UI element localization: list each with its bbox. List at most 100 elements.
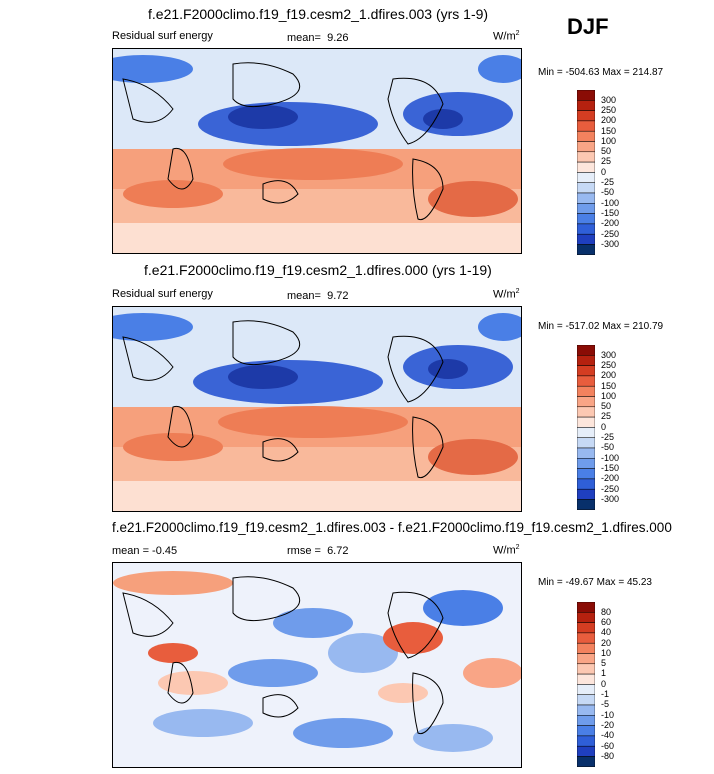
panel3-map-svg	[113, 563, 521, 767]
season-label: DJF	[567, 14, 609, 39]
p1-cb-seg-6	[577, 141, 595, 153]
p2-cb-seg-3	[577, 365, 595, 377]
panel1-colorbar: 300 250 200 150 100 50 25 0 -25 -50 -100…	[577, 90, 637, 255]
p3-cb-seg-5	[577, 642, 595, 654]
panel2-left-label: Residual surf energy	[112, 288, 213, 300]
panel1-units-text: W/m	[493, 30, 516, 43]
p1-cb-label: 25	[601, 156, 612, 166]
p2-cb-label: 150	[601, 381, 617, 391]
p3-cb-label: 10	[601, 648, 612, 658]
p3-cb-label: 0	[601, 679, 607, 689]
p3-cb-seg-12	[577, 715, 595, 726]
p3-patch-11	[413, 724, 493, 752]
p3-cb-label: -20	[601, 720, 615, 730]
panel2-minmax: Min = -517.02 Max = 210.79	[538, 321, 663, 332]
p2-cb-seg-12	[577, 458, 595, 469]
p3-cb-label: 1	[601, 668, 607, 678]
p1-cb-label: -200	[601, 218, 620, 228]
p1-cb-seg-3	[577, 110, 595, 122]
p2-cb-label: 100	[601, 391, 617, 401]
p3-cb-label: -10	[601, 710, 615, 720]
panel2-map-svg	[113, 307, 521, 511]
p1-cb-label: 250	[601, 105, 617, 115]
p3-coastlines	[122, 576, 444, 735]
p2-cb-seg-8	[577, 416, 595, 428]
p3-patch-3	[328, 633, 398, 673]
p2-cb-label: -100	[601, 453, 620, 463]
p1-cb-seg-2	[577, 100, 595, 111]
p3-cb-seg-6	[577, 653, 595, 665]
p3-patch-4	[228, 659, 318, 687]
panel1-max: Max = 214.87	[602, 67, 664, 78]
panel1-units: W/m2	[493, 30, 520, 43]
p3-cb-seg-13	[577, 725, 595, 737]
p3-patch-9	[153, 709, 253, 737]
p2-cb-label: 50	[601, 401, 612, 411]
panel1-stat-value: 9.26	[327, 32, 349, 44]
panel2-stat: mean= 9.72	[287, 290, 349, 302]
p1-cb-seg-11	[577, 192, 595, 204]
p3-cb-label: 60	[601, 617, 612, 627]
p1-cb-label: 0	[601, 167, 607, 177]
panel1-map	[112, 48, 522, 254]
panel1-left-label: Residual surf energy	[112, 30, 213, 42]
p2-cb-label: -50	[601, 442, 615, 452]
panel3-colorbar-svg	[577, 602, 595, 767]
p2-cb-label: 25	[601, 411, 612, 421]
p1-cb-seg-5	[577, 130, 595, 142]
p1-cb-label: 150	[601, 126, 617, 136]
p3-cb-seg-4	[577, 632, 595, 644]
panel2-stat-label: mean=	[287, 290, 321, 302]
p2-gulfstream-core	[428, 359, 468, 379]
p3-cb-label: -5	[601, 699, 610, 709]
p3-cb-label: -60	[601, 741, 615, 751]
panel2-units-sup: 2	[515, 288, 520, 295]
p1-cb-seg-9	[577, 172, 595, 183]
panel1-stat-label: mean=	[287, 32, 321, 44]
p2-cb-label: 300	[601, 350, 617, 360]
p2-cb-label: 250	[601, 360, 617, 370]
panel3-stat-label: rmse =	[287, 545, 321, 557]
p1-cb-seg-8	[577, 161, 595, 173]
p2-cb-label: -250	[601, 484, 620, 494]
p3-cb-seg-14	[577, 735, 595, 747]
p3-cb-label: 5	[601, 658, 607, 668]
p3-patch-10	[293, 718, 393, 748]
panel1-map-svg	[113, 49, 521, 253]
p2-cb-label: -25	[601, 432, 615, 442]
p2-cb-seg-4	[577, 375, 595, 387]
p3-cb-seg-8	[577, 673, 595, 685]
p2-kuroshio-core	[228, 365, 298, 389]
p3-patch-5	[383, 622, 443, 654]
p1-cb-label: -150	[601, 208, 620, 218]
p3-patch-1	[113, 571, 233, 595]
p1-cb-seg-14	[577, 223, 595, 235]
p2-cb-seg-11	[577, 447, 595, 459]
p2-cb-seg-15	[577, 488, 595, 500]
panel3-minmax: Min = -49.67 Max = 45.23	[538, 577, 652, 588]
p3-cb-label: 20	[601, 638, 612, 648]
p3-cb-seg-11	[577, 704, 595, 716]
panel2-min: Min = -517.02	[538, 321, 600, 332]
p2-southern-pale	[113, 481, 521, 511]
p1-cb-seg-15	[577, 233, 595, 245]
p2-coastlines	[122, 320, 444, 479]
p2-norway-cold	[113, 313, 193, 341]
p1-gulfstream-core	[423, 109, 463, 129]
panel2-title: f.e21.F2000climo.f19_f19.cesm2_1.dfires.…	[144, 262, 492, 278]
p3-patch-6	[423, 590, 503, 626]
panel1-units-sup: 2	[515, 30, 520, 37]
panel2-units: W/m2	[493, 288, 520, 301]
p1-cb-label: -50	[601, 187, 615, 197]
p3-cb-label: -40	[601, 730, 615, 740]
p1-cb-seg-12	[577, 203, 595, 214]
panel3-stat-value: 6.72	[327, 545, 349, 557]
p3-patch-7	[463, 658, 521, 688]
p3-cb-label: -80	[601, 751, 615, 761]
panel3-units-text: W/m	[493, 544, 516, 557]
p1-indian-warm	[123, 180, 223, 208]
p2-cb-seg-13	[577, 468, 595, 480]
p2-indian-warm	[123, 433, 223, 461]
panel1-min: Min = -504.63	[538, 67, 600, 78]
p1-cb-label: -25	[601, 177, 615, 187]
